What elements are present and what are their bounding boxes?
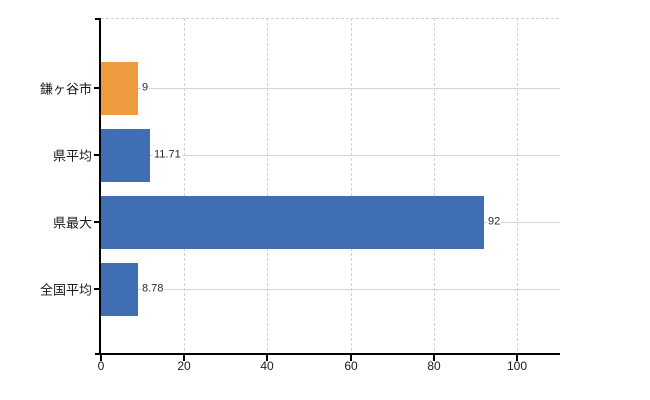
- x-tick-label: 100: [506, 359, 528, 373]
- x-gridline: [434, 18, 435, 353]
- bar: [101, 263, 138, 316]
- x-axis-tick: [350, 355, 352, 361]
- category-gridline: [101, 155, 560, 156]
- category-gridline: [101, 289, 560, 290]
- bar-value-label: 92: [487, 215, 502, 229]
- y-axis-line: [99, 18, 101, 355]
- x-tick-label: 80: [427, 359, 441, 373]
- x-gridline: [267, 18, 268, 353]
- bar-value-label: 8.78: [141, 282, 165, 296]
- category-label: 県平均: [52, 148, 92, 164]
- x-axis-tick: [266, 355, 268, 361]
- bar-value-label: 9: [141, 81, 150, 95]
- x-gridline: [517, 18, 518, 353]
- x-axis-tick: [183, 355, 185, 361]
- bar: [101, 129, 150, 182]
- category-label: 県最大: [52, 215, 92, 231]
- x-gridline: [184, 18, 185, 353]
- y-axis-tick: [94, 221, 101, 223]
- x-tick-label: 20: [177, 359, 191, 373]
- y-axis-tick: [94, 87, 101, 89]
- bar: [101, 62, 138, 115]
- x-axis-tick: [516, 355, 518, 361]
- x-gridline: [351, 18, 352, 353]
- x-tick-label: 0: [97, 359, 105, 373]
- x-tick-label: 40: [260, 359, 274, 373]
- category-gridline: [101, 88, 560, 89]
- y-axis-tick: [94, 154, 101, 156]
- category-label: 全国平均: [39, 282, 92, 298]
- bar: [101, 196, 484, 249]
- y-axis-top-tick: [95, 18, 101, 20]
- x-axis-tick: [433, 355, 435, 361]
- x-axis-tick: [100, 355, 102, 361]
- category-label: 鎌ヶ谷市: [39, 81, 92, 97]
- y-axis-tick: [94, 288, 101, 290]
- bar-value-label: 11.71: [153, 148, 182, 162]
- plot-top-gridline: [101, 18, 560, 19]
- x-axis-line: [95, 353, 560, 355]
- x-tick-label: 60: [344, 359, 358, 373]
